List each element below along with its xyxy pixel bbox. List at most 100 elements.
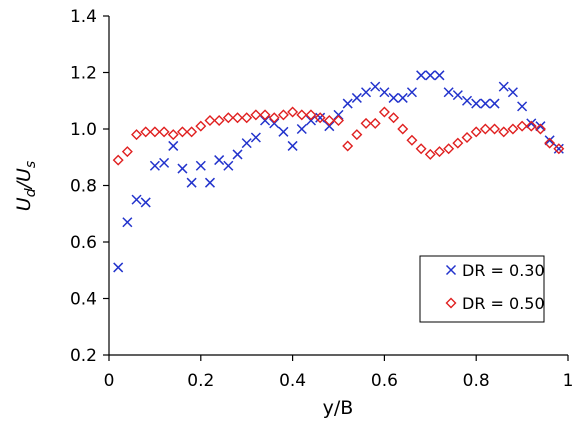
legend-marker-diamond — [445, 297, 457, 309]
data-point-x-marker — [214, 155, 225, 166]
data-point-x-marker — [351, 92, 362, 103]
series-dr-030 — [113, 70, 564, 273]
data-point-x-marker — [507, 87, 518, 98]
legend-x-marker — [445, 264, 457, 276]
data-point-diamond-marker — [489, 123, 501, 135]
data-point-diamond-marker — [277, 109, 289, 121]
x-tick-label: 0.8 — [463, 371, 490, 391]
y-axis-title: Ud/Us — [13, 161, 39, 211]
data-point-diamond-marker — [525, 120, 537, 132]
data-point-diamond-marker — [323, 115, 335, 127]
legend-label-dr-050: DR = 0.50 — [462, 294, 545, 313]
data-point-diamond-marker — [415, 143, 427, 155]
legend-label-dr-030: DR = 0.30 — [462, 261, 545, 280]
data-point-x-marker — [195, 160, 206, 171]
data-point-diamond-marker — [204, 115, 216, 127]
data-point-x-marker — [250, 132, 261, 143]
data-point-diamond-marker — [121, 146, 133, 158]
data-point-diamond-marker — [443, 143, 455, 155]
data-point-x-marker — [406, 87, 417, 98]
data-point-diamond-marker — [369, 117, 381, 129]
data-point-x-marker — [461, 95, 473, 106]
data-point-x-marker — [260, 115, 271, 126]
data-point-x-marker — [425, 70, 436, 81]
data-point-diamond-marker — [388, 112, 400, 124]
x-tick-label: 0.4 — [279, 371, 306, 391]
data-point-diamond-marker — [461, 131, 473, 143]
data-point-diamond-marker — [140, 126, 152, 138]
y-tick-label: 0.6 — [70, 233, 97, 253]
y-tick-label: 0.8 — [70, 177, 97, 197]
data-point-diamond-marker — [378, 106, 390, 118]
data-point-x-marker — [159, 157, 170, 168]
data-point-x-marker — [324, 121, 335, 132]
data-point-x-marker — [388, 92, 399, 103]
data-point-diamond-marker — [268, 112, 280, 124]
data-point-x-marker — [370, 81, 381, 92]
data-point-x-marker — [544, 135, 555, 146]
data-point-x-marker — [434, 70, 445, 81]
data-point-diamond-marker — [452, 137, 464, 149]
y-axis-title-part: U — [13, 197, 35, 211]
y-tick-label: 1.2 — [70, 64, 97, 84]
legend-diamond-marker — [445, 297, 457, 309]
data-point-diamond-marker — [342, 140, 354, 152]
data-point-x-marker — [443, 87, 454, 98]
data-point-diamond-marker — [287, 106, 299, 118]
y-axis-title-subscript: d — [23, 188, 39, 197]
data-point-diamond-marker — [516, 120, 528, 132]
data-point-diamond-marker — [544, 137, 556, 149]
data-point-x-marker — [241, 138, 252, 149]
data-point-diamond-marker — [149, 126, 161, 138]
data-point-x-marker — [269, 118, 280, 129]
data-point-diamond-marker — [314, 112, 326, 124]
data-point-x-marker — [177, 163, 188, 174]
y-axis-title-part: U — [13, 168, 35, 182]
data-point-x-marker — [397, 92, 408, 103]
data-point-x-marker — [517, 101, 528, 112]
data-point-diamond-marker — [296, 109, 308, 121]
data-point-x-marker — [223, 160, 234, 171]
y-axis-title-part: / — [13, 179, 35, 190]
data-point-x-marker — [535, 121, 546, 132]
data-point-diamond-marker — [360, 117, 372, 129]
data-point-diamond-marker — [112, 154, 124, 166]
data-point-x-marker — [526, 118, 537, 129]
data-point-diamond-marker — [553, 143, 565, 155]
legend: DR = 0.30 DR = 0.50 — [419, 255, 545, 323]
data-point-x-marker — [361, 87, 372, 98]
legend-box — [419, 255, 545, 323]
data-point-x-marker — [553, 143, 564, 154]
data-point-x-marker — [471, 98, 482, 109]
data-point-x-marker — [296, 123, 307, 135]
x-tick-label: 0.2 — [187, 371, 214, 391]
data-point-x-marker — [149, 160, 160, 171]
data-point-diamond-marker — [259, 109, 271, 121]
x-axis-title: y/B — [323, 397, 354, 419]
data-point-x-marker — [315, 112, 326, 123]
data-point-x-marker — [186, 177, 197, 188]
data-point-diamond-marker — [305, 109, 317, 121]
data-point-diamond-marker — [333, 115, 344, 127]
data-point-diamond-marker — [232, 112, 244, 124]
x-tick-label: 1 — [563, 371, 572, 391]
data-point-diamond-marker — [195, 120, 207, 132]
data-point-diamond-marker — [397, 123, 409, 135]
data-point-diamond-marker — [470, 126, 482, 138]
data-point-x-marker — [333, 109, 344, 120]
data-point-diamond-marker — [176, 126, 188, 138]
data-point-diamond-marker — [167, 129, 179, 141]
data-point-x-marker — [131, 194, 142, 205]
data-point-diamond-marker — [507, 123, 519, 135]
x-tick-label: 0.6 — [371, 371, 398, 391]
y-tick-label: 0.4 — [70, 290, 97, 310]
y-tick-label: 1.4 — [70, 7, 97, 27]
data-point-diamond-marker — [186, 126, 198, 138]
data-point-x-marker — [498, 81, 509, 92]
x-tick-label: 0 — [104, 371, 115, 391]
data-point-diamond-marker — [406, 134, 418, 146]
data-point-x-marker — [232, 149, 243, 160]
data-point-x-marker — [416, 70, 427, 81]
data-point-diamond-marker — [534, 123, 546, 135]
